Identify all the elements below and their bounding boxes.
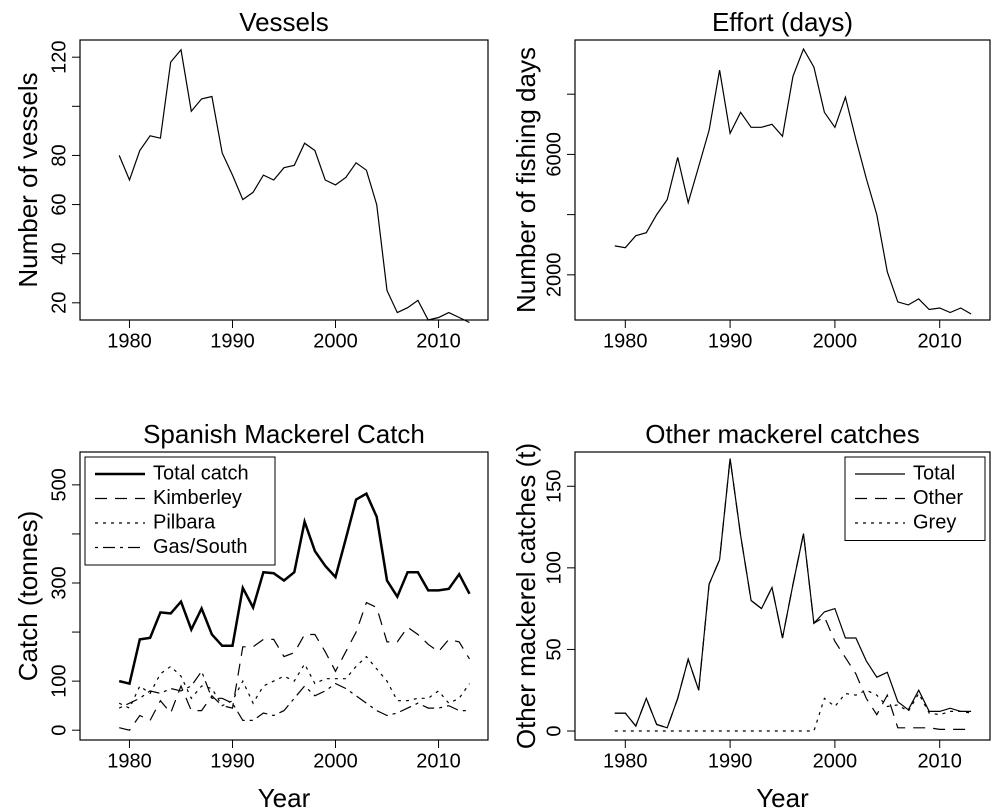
y-tick-label: 500 (48, 468, 70, 501)
y-tick-label: 40 (48, 243, 70, 265)
y-tick-label: 0 (543, 725, 565, 736)
plot-box (79, 451, 489, 741)
x-axis-label: Year (756, 783, 809, 812)
series-line (614, 458, 972, 730)
legend-label: Total catch (153, 462, 249, 484)
y-tick-label: 300 (48, 566, 70, 599)
y-tick-label: 60 (48, 193, 70, 215)
y-tick-label: 2000 (543, 253, 565, 298)
y-tick-label: 6000 (543, 132, 565, 177)
x-tick-label: 1980 (603, 330, 648, 352)
series-line (118, 48, 470, 324)
y-axis-label: Catch (tonnes) (13, 511, 43, 682)
x-tick-label: 2010 (416, 330, 461, 352)
series-line (118, 670, 470, 721)
y-tick-label: 100 (48, 664, 70, 697)
x-axis-label: Year (258, 783, 311, 812)
series-line (119, 601, 471, 731)
series-line (118, 655, 470, 709)
y-axis-label: Other mackerel catches (t) (511, 443, 541, 749)
x-tick-label: 2000 (313, 750, 358, 772)
series-line (118, 491, 471, 686)
chart-title: Other mackerel catches (645, 419, 920, 449)
x-tick-label: 2010 (917, 750, 962, 772)
x-tick-label: 2000 (813, 330, 858, 352)
x-tick-label: 1980 (107, 330, 152, 352)
legend-label: Total (913, 462, 955, 484)
x-tick-label: 1990 (708, 750, 753, 772)
x-tick-label: 2010 (917, 330, 962, 352)
y-tick-label: 120 (48, 41, 70, 74)
x-tick-label: 2010 (416, 750, 461, 772)
plot-box (79, 39, 489, 321)
x-tick-label: 1990 (210, 750, 255, 772)
y-tick-label: 80 (48, 144, 70, 166)
legend-box (844, 456, 986, 541)
legend-label: Other (913, 487, 963, 509)
x-tick-label: 1990 (210, 330, 255, 352)
y-tick-label: 50 (543, 638, 565, 660)
plot-box (574, 39, 991, 321)
chart-title: Spanish Mackerel Catch (143, 419, 425, 449)
plot-box (574, 451, 991, 741)
y-tick-label: 20 (48, 292, 70, 314)
x-tick-label: 2000 (313, 330, 358, 352)
legend-label: Kimberley (153, 487, 242, 509)
series-line (614, 689, 972, 732)
legend-label: Grey (913, 511, 956, 533)
x-tick-label: 2000 (813, 750, 858, 772)
x-tick-label: 1980 (107, 750, 152, 772)
legend-label: Pilbara (153, 511, 216, 533)
y-tick-label: 100 (543, 551, 565, 584)
series-line (614, 47, 972, 315)
chart-title: Vessels (239, 7, 329, 37)
y-tick-label: 150 (543, 470, 565, 503)
y-tick-label: 0 (48, 725, 70, 736)
legend-label: Gas/South (153, 536, 248, 558)
chart-title: Effort (days) (712, 7, 853, 37)
x-tick-label: 1990 (708, 330, 753, 352)
x-tick-label: 1980 (603, 750, 648, 772)
y-axis-label: Number of vessels (13, 72, 43, 287)
y-axis-label: Number of fishing days (511, 47, 541, 313)
